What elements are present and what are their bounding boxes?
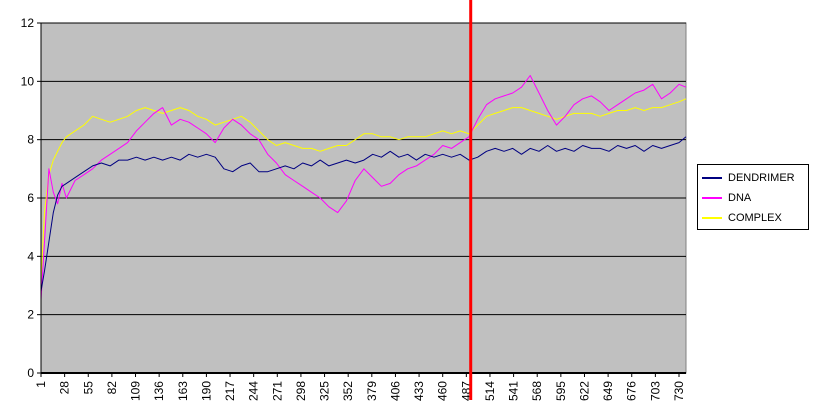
y-tick-label-8: 8 — [27, 133, 34, 147]
x-tick-label-136: 136 — [152, 381, 166, 401]
series-line-dna — [40, 75, 687, 301]
x-tick-label-163: 163 — [176, 381, 190, 401]
y-tick-label-2: 2 — [27, 308, 34, 322]
x-tick-label-622: 622 — [577, 381, 591, 401]
series-line-dendrimer — [40, 136, 687, 292]
x-tick-label-217: 217 — [223, 381, 237, 401]
x-tick-label-109: 109 — [129, 381, 143, 401]
gridlines — [41, 22, 686, 316]
x-tick-label-703: 703 — [648, 381, 662, 401]
y-tick-label-0: 0 — [27, 366, 34, 380]
legend-swatch-complex — [702, 217, 722, 219]
legend-label-dna: DNA — [728, 192, 752, 204]
x-tick-label-433: 433 — [412, 381, 426, 401]
x-tick-label-595: 595 — [554, 381, 568, 401]
y-tick-label-4: 4 — [27, 249, 34, 263]
x-tick-label-55: 55 — [81, 381, 95, 395]
x-tick-label-82: 82 — [105, 381, 119, 395]
legend-swatch-dendrimer — [702, 177, 722, 179]
x-tick-labels: 1 28 55 82 109 136 163 190 217 244 271 298 325 352 379… — [34, 373, 686, 401]
x-tick-label-649: 649 — [601, 381, 615, 401]
y-tick-label-6: 6 — [27, 191, 34, 205]
x-tick-label-271: 271 — [270, 381, 284, 401]
x-tick-label-406: 406 — [388, 381, 402, 401]
x-tick-label-298: 298 — [294, 381, 308, 401]
y-tick-labels: 0 2 4 6 8 10 12 — [21, 16, 41, 380]
x-tick-label-514: 514 — [483, 381, 497, 401]
y-tick-label-10: 10 — [21, 74, 35, 88]
legend-item-dna: DNA — [702, 189, 808, 207]
legend-item-complex: COMPLEX — [702, 209, 808, 227]
x-tick-label-28: 28 — [58, 381, 72, 395]
x-tick-label-568: 568 — [530, 381, 544, 401]
x-tick-label-676: 676 — [625, 381, 639, 401]
x-tick-label-325: 325 — [318, 381, 332, 401]
x-tick-label-730: 730 — [672, 381, 686, 401]
x-tick-label-541: 541 — [507, 381, 521, 401]
x-tick-label-190: 190 — [199, 381, 213, 401]
legend-label-dendrimer: DENDRIMER — [728, 172, 795, 184]
x-tick-label-460: 460 — [436, 381, 450, 401]
series-lines — [40, 75, 687, 301]
x-tick-label-244: 244 — [247, 381, 261, 401]
legend-label-complex: COMPLEX — [728, 212, 782, 224]
legend-swatch-dna — [702, 197, 722, 199]
series-line-complex — [40, 98, 687, 280]
x-tick-label-352: 352 — [341, 381, 355, 401]
legend: DENDRIMER DNA COMPLEX — [697, 164, 809, 230]
x-tick-label-1: 1 — [34, 381, 48, 388]
x-tick-label-379: 379 — [365, 381, 379, 401]
y-tick-label-12: 12 — [21, 16, 35, 30]
legend-item-dendrimer: DENDRIMER — [702, 169, 808, 187]
